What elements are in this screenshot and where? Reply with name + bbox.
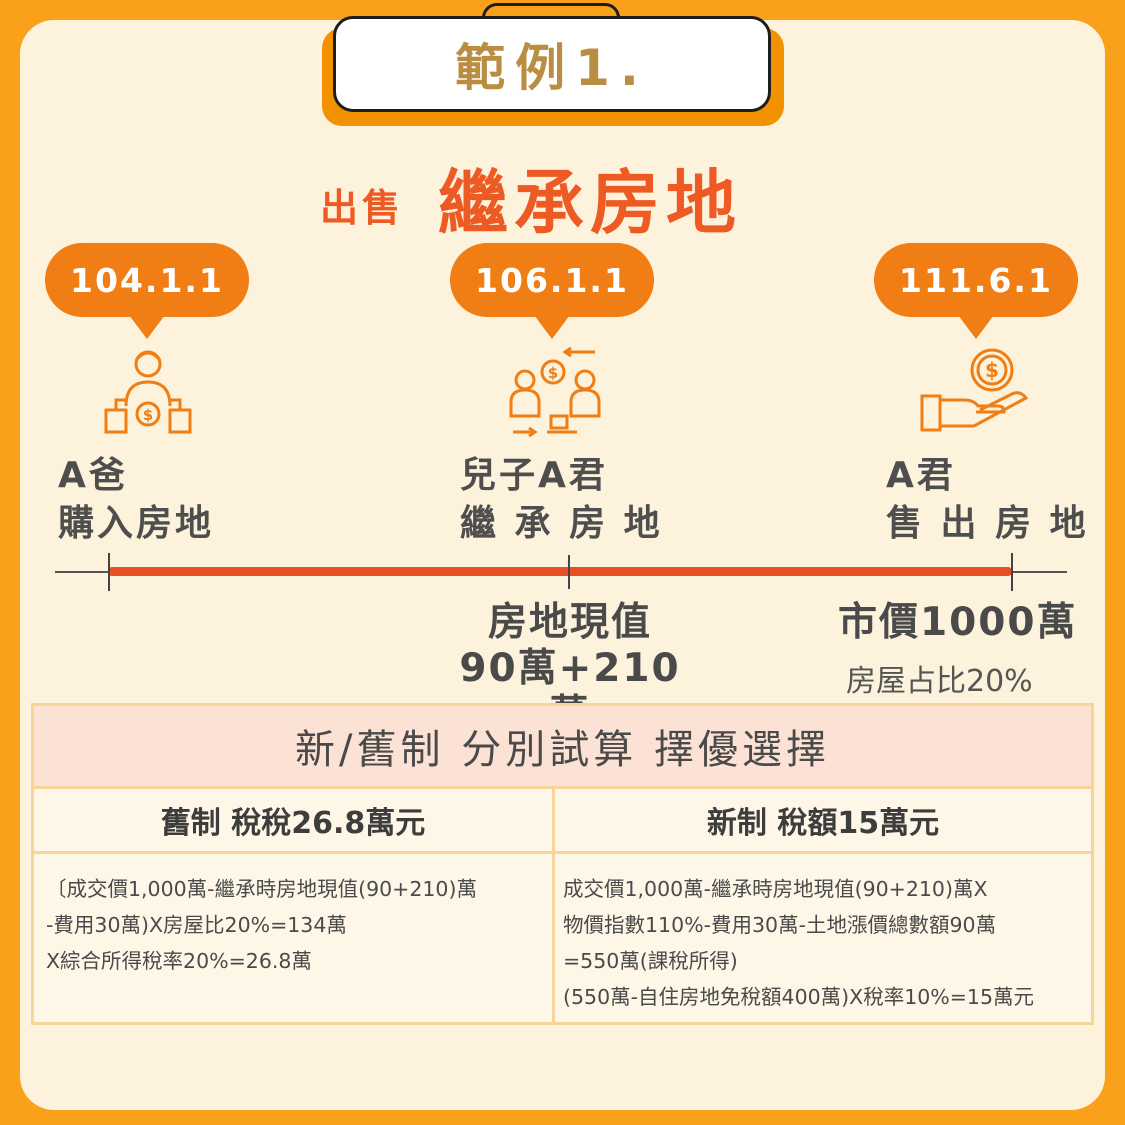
event-label-2: 兒子A君 繼 承 房 地 — [460, 452, 663, 548]
page-title: 範例1. — [333, 16, 771, 112]
event-1-action: 購入房地 — [58, 503, 215, 544]
event-1-who: A爸 — [58, 455, 128, 496]
new-system-calculation: 成交價1,000萬-繼承時房地現值(90+210)萬X 物價指數110%-費用3… — [563, 871, 1034, 1015]
new-line-3: =550萬(課稅所得) — [563, 949, 738, 973]
table-heading: 新/舊制 分別試算 擇優選擇 — [34, 706, 1091, 789]
old-line-3: X綜合所得稅率20%=26.8萬 — [46, 949, 312, 973]
svg-text:$: $ — [548, 364, 558, 382]
event-label-3: A君 售 出 房 地 — [886, 452, 1089, 548]
event-3-action: 售 出 房 地 — [886, 503, 1089, 544]
new-line-1: 成交價1,000萬-繼承時房地現值(90+210)萬X — [563, 877, 988, 901]
inherit-value: 房地現值 90萬+210萬 — [440, 600, 700, 738]
timeline-tick-3 — [1011, 553, 1013, 591]
timeline-tick-1 — [108, 553, 110, 591]
hand-receiving-money-icon: $ — [920, 348, 1029, 432]
event-2-who: 兒子A君 — [460, 455, 608, 496]
new-system-title: 新制 稅額15萬元 — [555, 789, 1091, 854]
column-divider — [552, 789, 555, 1025]
new-line-2: 物價指數110%-費用30萬-土地漲價總數額90萬 — [563, 913, 997, 937]
old-line-2: -費用30萬)X房屋比20%=134萬 — [46, 913, 347, 937]
house-ratio: 房屋占比20% — [846, 664, 1033, 699]
headline: 出售 繼承房地 — [0, 143, 1125, 244]
date-bubble-2: 106.1.1 — [450, 243, 654, 339]
new-line-4: (550萬-自住房地免稅額400萬)X稅率10%=15萬元 — [563, 985, 1035, 1009]
buyer-with-money-boxes-icon: $ — [104, 350, 192, 434]
svg-text:$: $ — [143, 406, 153, 424]
event-label-1: A爸 購入房地 — [58, 452, 214, 548]
timeline-bar — [108, 567, 1012, 576]
svg-text:$: $ — [985, 358, 999, 382]
event-2-action: 繼 承 房 地 — [460, 503, 663, 544]
old-system-calculation: 〔成交價1,000萬-繼承時房地現值(90+210)萬 -費用30萬)X房屋比2… — [46, 871, 477, 979]
event-3-who: A君 — [886, 455, 956, 496]
old-line-1: 〔成交價1,000萬-繼承時房地現值(90+210)萬 — [46, 877, 477, 901]
timeline-tick-2 — [568, 555, 570, 589]
date-bubble-1: 104.1.1 — [45, 243, 249, 339]
date-bubble-3: 111.6.1 — [874, 243, 1078, 339]
inherit-value-label: 房地現值 — [487, 600, 652, 645]
comparison-table: 新/舊制 分別試算 擇優選擇 舊制 稅稅26.8萬元 新制 稅額15萬元 〔成交… — [31, 703, 1094, 1025]
headline-main: 繼承房地 — [438, 162, 742, 244]
inheritance-transfer-icon: $ — [509, 346, 601, 438]
old-system-title: 舊制 稅稅26.8萬元 — [34, 789, 552, 854]
headline-prefix: 出售 — [320, 186, 405, 230]
sell-price: 市價1000萬 — [838, 600, 1078, 645]
